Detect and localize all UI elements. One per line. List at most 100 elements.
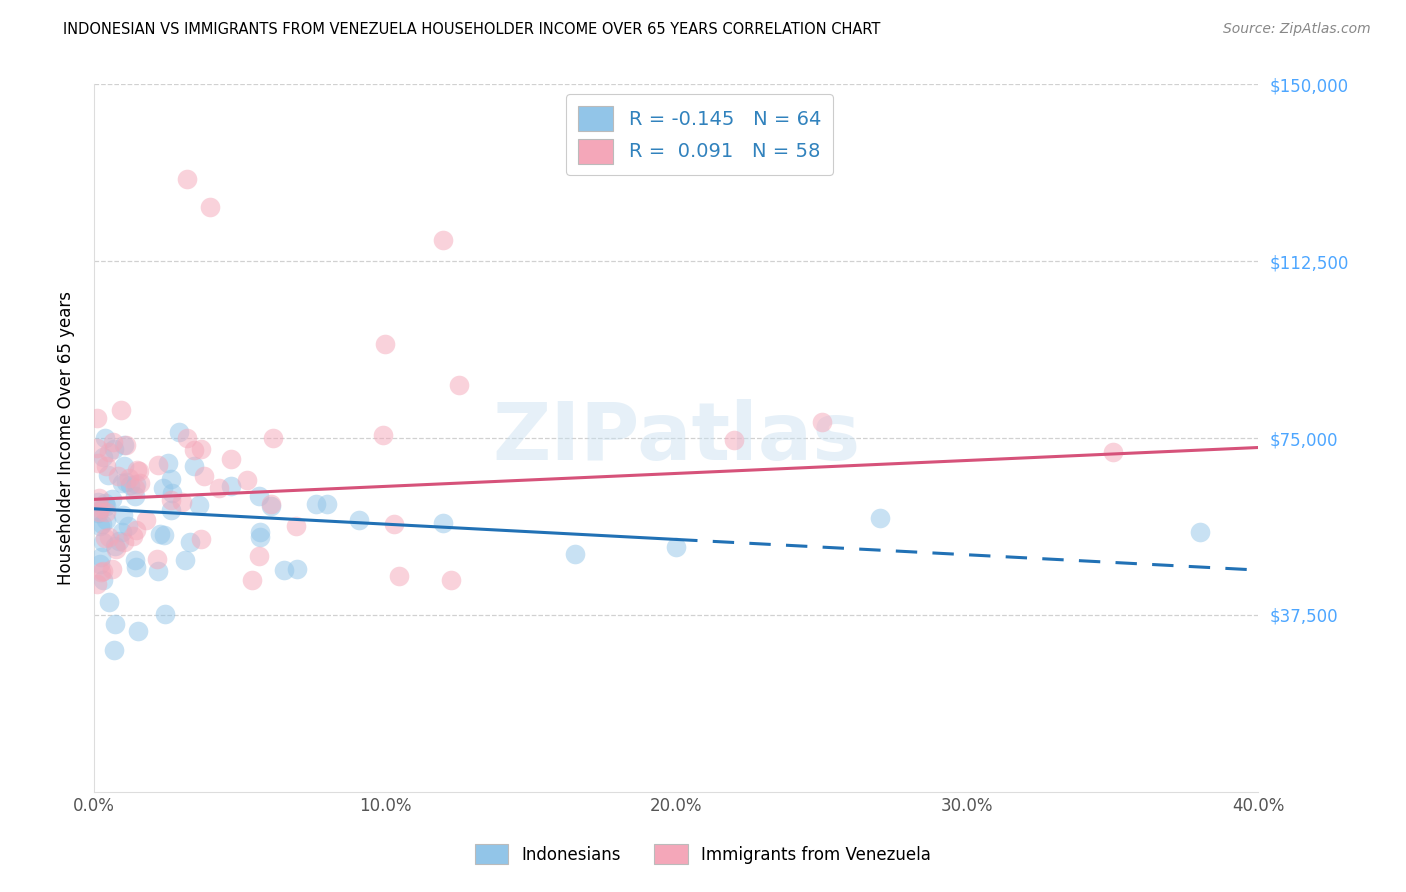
Point [86, 457, 108, 471]
Point [103, 643, 125, 657]
Legend: R = -0.145   N = 64, R =  0.091   N = 58: R = -0.145 N = 64, R = 0.091 N = 58 [567, 95, 832, 175]
Point [107, 468, 129, 483]
Point [1101, 445, 1123, 459]
Point [94, 431, 117, 445]
Point [86, 576, 108, 591]
Point [159, 472, 181, 486]
Point [108, 534, 131, 549]
Point [90, 550, 112, 565]
Point [101, 434, 124, 449]
Point [104, 541, 127, 556]
Point [125, 477, 148, 491]
Point [111, 508, 134, 523]
Point [128, 464, 150, 478]
Point [810, 415, 832, 429]
Point [665, 540, 688, 554]
Point [374, 336, 396, 351]
Point [117, 519, 139, 533]
Point [432, 233, 454, 247]
Point [179, 535, 201, 549]
Point [723, 434, 745, 448]
Point [86, 441, 108, 455]
Point [98, 594, 121, 608]
Point [93, 531, 115, 545]
Point [221, 451, 243, 466]
Point [160, 503, 183, 517]
Point [260, 499, 283, 513]
Text: Source: ZipAtlas.com: Source: ZipAtlas.com [1223, 22, 1371, 37]
Point [90, 566, 112, 580]
Point [146, 564, 169, 578]
Point [87, 491, 110, 506]
Point [128, 476, 150, 491]
Text: INDONESIAN VS IMMIGRANTS FROM VENEZUELA HOUSEHOLDER INCOME OVER 65 YEARS CORRELA: INDONESIAN VS IMMIGRANTS FROM VENEZUELA … [63, 22, 880, 37]
Point [146, 552, 169, 566]
Point [124, 482, 146, 496]
Point [127, 463, 149, 477]
Point [169, 425, 191, 439]
Point [103, 442, 125, 456]
Point [118, 471, 141, 485]
Point [110, 403, 132, 417]
Point [316, 497, 339, 511]
Point [121, 529, 143, 543]
Point [91, 534, 114, 549]
Point [87, 505, 110, 519]
Point [101, 491, 124, 506]
Point [98, 445, 121, 459]
Point [236, 473, 259, 487]
Y-axis label: Householder Income Over 65 years: Householder Income Over 65 years [58, 291, 75, 585]
Point [127, 624, 149, 639]
Point [273, 563, 295, 577]
Point [156, 456, 179, 470]
Point [124, 553, 146, 567]
Point [249, 530, 271, 544]
Point [193, 469, 215, 483]
Point [153, 528, 176, 542]
Point [91, 565, 114, 579]
Point [97, 530, 120, 544]
Point [382, 516, 405, 531]
Point [111, 476, 134, 491]
Text: ZIPatlas: ZIPatlas [492, 399, 860, 477]
Point [174, 553, 197, 567]
Point [112, 458, 135, 473]
Point [87, 495, 110, 509]
Point [89, 501, 111, 516]
Point [94, 496, 117, 510]
Point [305, 496, 328, 510]
Point [89, 519, 111, 533]
Point [149, 526, 172, 541]
Point [89, 557, 111, 571]
Point [285, 562, 308, 576]
Point [285, 518, 308, 533]
Point [247, 489, 270, 503]
Point [91, 516, 114, 531]
Point [869, 511, 891, 525]
Point [115, 475, 138, 489]
Point [190, 442, 212, 457]
Point [97, 468, 120, 483]
Point [86, 506, 108, 520]
Point [1189, 525, 1212, 540]
Point [96, 505, 118, 519]
Point [125, 524, 148, 538]
Point [96, 513, 118, 527]
Point [190, 532, 212, 546]
Point [86, 411, 108, 425]
Point [104, 539, 127, 553]
Point [440, 573, 463, 587]
Point [187, 498, 209, 512]
Point [447, 378, 470, 392]
Point [247, 549, 270, 564]
Point [94, 500, 117, 514]
Point [111, 524, 134, 539]
Point [208, 481, 231, 495]
Point [183, 442, 205, 457]
Point [176, 171, 198, 186]
Legend: Indonesians, Immigrants from Venezuela: Indonesians, Immigrants from Venezuela [468, 838, 938, 871]
Point [262, 431, 284, 445]
Point [96, 458, 118, 473]
Point [176, 431, 198, 445]
Point [124, 489, 146, 503]
